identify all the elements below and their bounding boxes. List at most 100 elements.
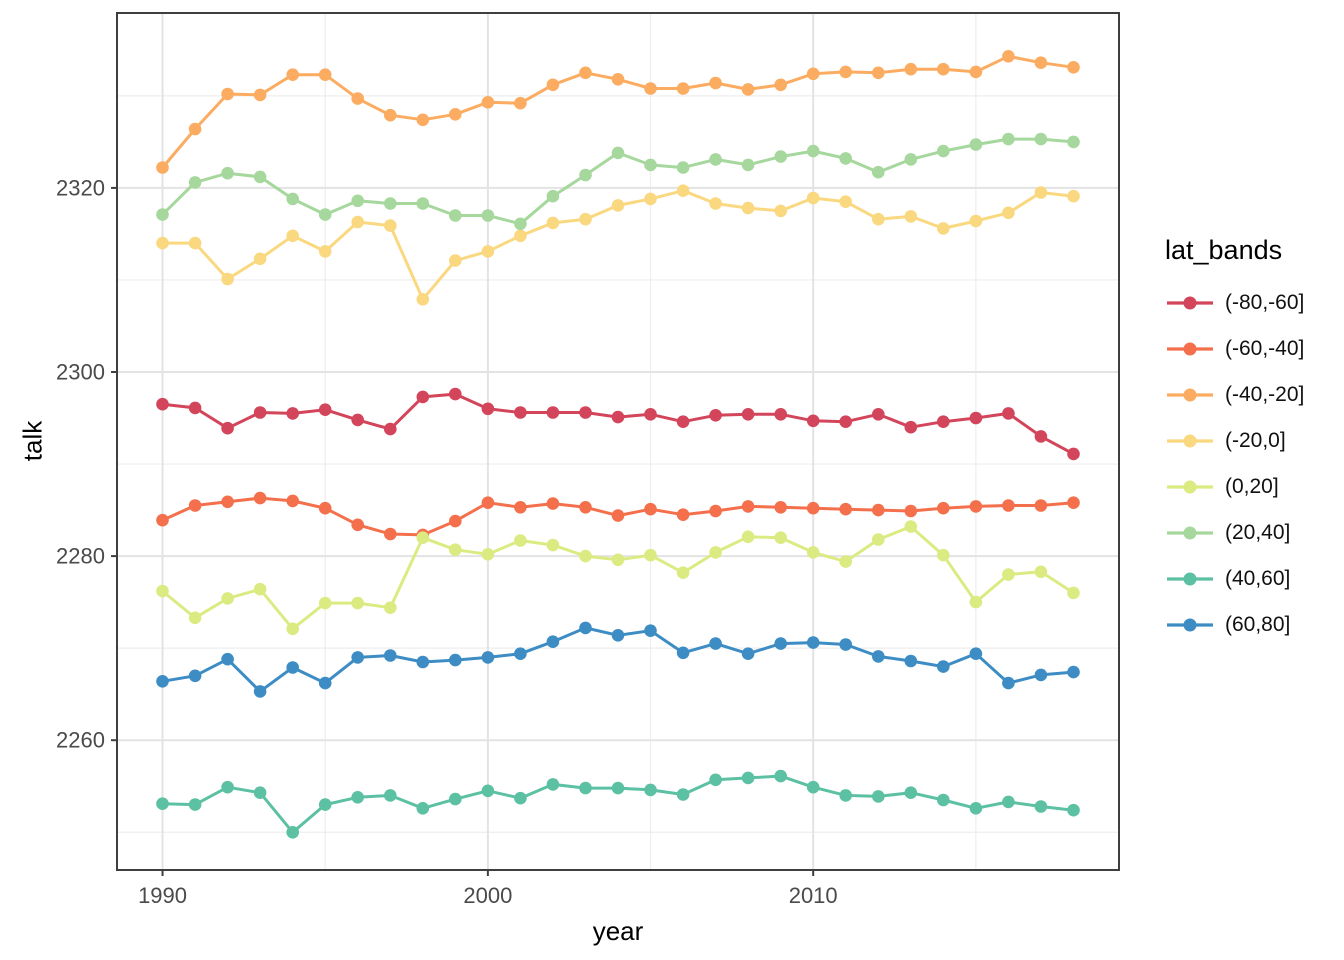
data-point bbox=[1067, 665, 1080, 679]
data-point bbox=[969, 65, 983, 79]
data-point bbox=[156, 208, 169, 221]
legend-item-5: (20,40] bbox=[1163, 510, 1304, 556]
data-point bbox=[709, 637, 722, 650]
data-point bbox=[839, 502, 852, 516]
data-point bbox=[774, 150, 787, 163]
data-point bbox=[806, 67, 820, 81]
data-point bbox=[253, 88, 267, 102]
data-point bbox=[416, 293, 430, 306]
legend-key-icon bbox=[1167, 342, 1213, 356]
data-point bbox=[384, 108, 397, 122]
legend-item-label: (60,80] bbox=[1225, 613, 1291, 636]
data-point bbox=[416, 390, 430, 404]
data-point bbox=[286, 229, 300, 243]
data-point bbox=[806, 191, 820, 205]
data-point bbox=[156, 161, 169, 174]
data-point bbox=[709, 197, 722, 210]
data-point bbox=[546, 538, 560, 552]
y-axis-tick-label: 2260 bbox=[56, 728, 105, 753]
data-point bbox=[449, 254, 462, 267]
data-point bbox=[611, 73, 625, 86]
data-point bbox=[253, 406, 267, 419]
legend-key-icon bbox=[1167, 296, 1213, 310]
data-point bbox=[253, 252, 267, 266]
data-point bbox=[741, 158, 755, 172]
data-point bbox=[1002, 676, 1015, 690]
data-point bbox=[741, 500, 755, 513]
data-point bbox=[1067, 447, 1080, 461]
data-point bbox=[709, 76, 722, 90]
data-point bbox=[741, 83, 755, 96]
data-point bbox=[676, 184, 690, 197]
data-point bbox=[611, 146, 625, 160]
data-point bbox=[188, 798, 202, 811]
data-point bbox=[318, 596, 332, 610]
data-point bbox=[514, 229, 527, 243]
data-point bbox=[937, 660, 950, 673]
data-point bbox=[904, 153, 918, 166]
data-point bbox=[969, 214, 983, 228]
data-point bbox=[221, 495, 234, 509]
data-point bbox=[969, 595, 983, 609]
y-axis-tick-label: 2280 bbox=[56, 544, 105, 569]
data-point bbox=[1002, 132, 1015, 146]
data-point bbox=[1067, 61, 1080, 74]
legend-item-3: (-20,0] bbox=[1163, 418, 1304, 464]
legend-title: lat_bands bbox=[1165, 235, 1283, 265]
data-point bbox=[546, 189, 560, 203]
data-point bbox=[611, 509, 625, 522]
data-point bbox=[611, 553, 625, 567]
data-point bbox=[611, 781, 625, 795]
data-point bbox=[579, 501, 592, 514]
data-point bbox=[644, 192, 657, 206]
data-point bbox=[481, 96, 495, 109]
data-point bbox=[774, 204, 787, 218]
data-point bbox=[221, 166, 234, 180]
data-point bbox=[188, 236, 202, 250]
data-point bbox=[449, 543, 462, 556]
legend-item-label: (40,60] bbox=[1225, 567, 1291, 590]
data-point bbox=[384, 197, 397, 210]
data-point bbox=[318, 676, 332, 690]
data-point bbox=[449, 209, 462, 222]
data-point bbox=[904, 520, 918, 533]
data-point bbox=[579, 549, 592, 563]
data-point bbox=[872, 790, 885, 803]
data-point bbox=[741, 201, 755, 215]
data-point bbox=[156, 797, 169, 810]
data-point bbox=[1034, 430, 1048, 443]
data-point bbox=[286, 661, 300, 674]
data-point bbox=[904, 786, 918, 799]
legend-item-4: (0,20] bbox=[1163, 464, 1304, 510]
data-point bbox=[774, 531, 787, 544]
data-point bbox=[286, 622, 300, 636]
data-point bbox=[904, 62, 918, 76]
data-point bbox=[546, 497, 560, 510]
legend-item-label: (0,20] bbox=[1225, 475, 1279, 498]
legend-key-icon bbox=[1167, 388, 1213, 402]
data-point bbox=[1002, 795, 1015, 809]
data-point bbox=[644, 82, 657, 95]
data-point bbox=[937, 222, 950, 235]
data-point bbox=[579, 781, 592, 795]
legend-key-icon bbox=[1167, 480, 1213, 494]
data-point bbox=[839, 195, 852, 208]
data-point bbox=[969, 500, 983, 513]
data-point bbox=[514, 406, 527, 419]
legend-item-1: (-60,-40] bbox=[1163, 326, 1304, 372]
data-point bbox=[1034, 186, 1048, 199]
data-point bbox=[514, 534, 527, 547]
data-point bbox=[1034, 668, 1048, 682]
data-point bbox=[839, 789, 852, 802]
data-point bbox=[188, 499, 202, 512]
y-axis-title: talk bbox=[17, 420, 48, 462]
data-point bbox=[481, 402, 495, 416]
data-point bbox=[904, 420, 918, 434]
data-point bbox=[1067, 496, 1080, 510]
data-point bbox=[416, 113, 430, 127]
data-point bbox=[709, 546, 722, 559]
data-point bbox=[1034, 800, 1048, 813]
legend-item-0: (-80,-60] bbox=[1163, 280, 1304, 326]
